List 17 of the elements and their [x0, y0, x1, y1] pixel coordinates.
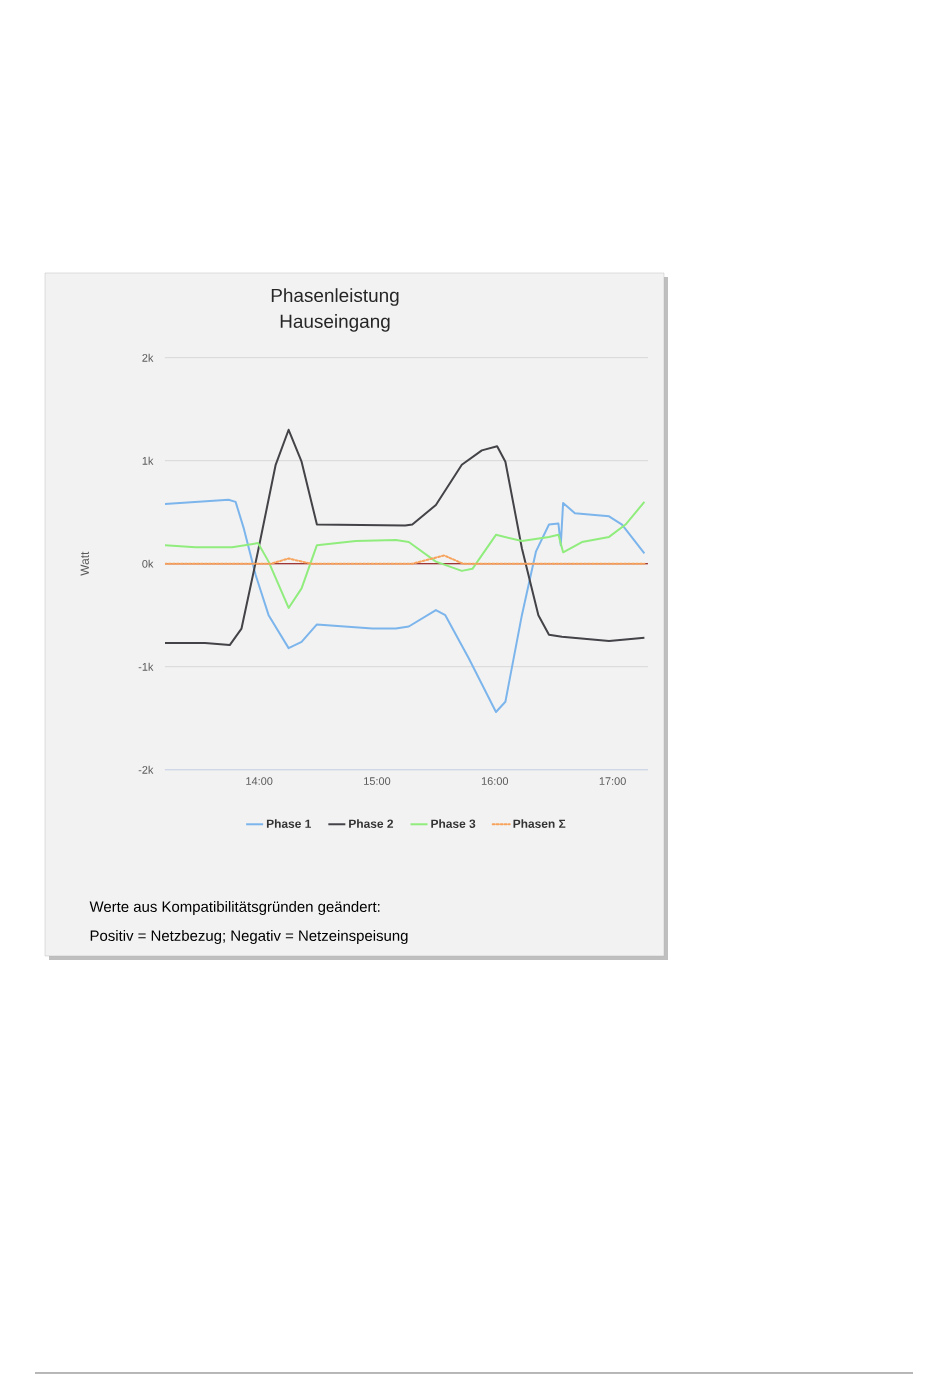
x-tick-label: 16:00: [481, 777, 509, 785]
x-tick-label: 14:00: [246, 777, 273, 785]
y-axis-title: Watt: [80, 551, 89, 576]
y-tick-label: 2k: [142, 353, 154, 362]
chart-title: Phasenleistung Hauseingang: [271, 288, 399, 332]
y-tick-label: -2k: [138, 765, 154, 774]
y-tick-label: 0k: [142, 559, 154, 568]
text: Werte aus Kompatibilitätsgründen geändert:: [89, 901, 380, 915]
legend-label: Phase 3: [431, 819, 476, 828]
x-tick-label: 15:00: [364, 777, 391, 785]
y-tick-label: 1k: [142, 456, 154, 465]
legend-label: Phase 1: [266, 819, 311, 828]
x-tick-label: 17:00: [599, 777, 626, 785]
y-tick-label: -1k: [138, 662, 154, 671]
legend-label: Phasen Σ: [513, 819, 566, 828]
legend-label: Phase 2: [349, 819, 394, 828]
text: Positiv = Netzbezug; Negativ = Netzeinspeisung: [90, 930, 408, 944]
